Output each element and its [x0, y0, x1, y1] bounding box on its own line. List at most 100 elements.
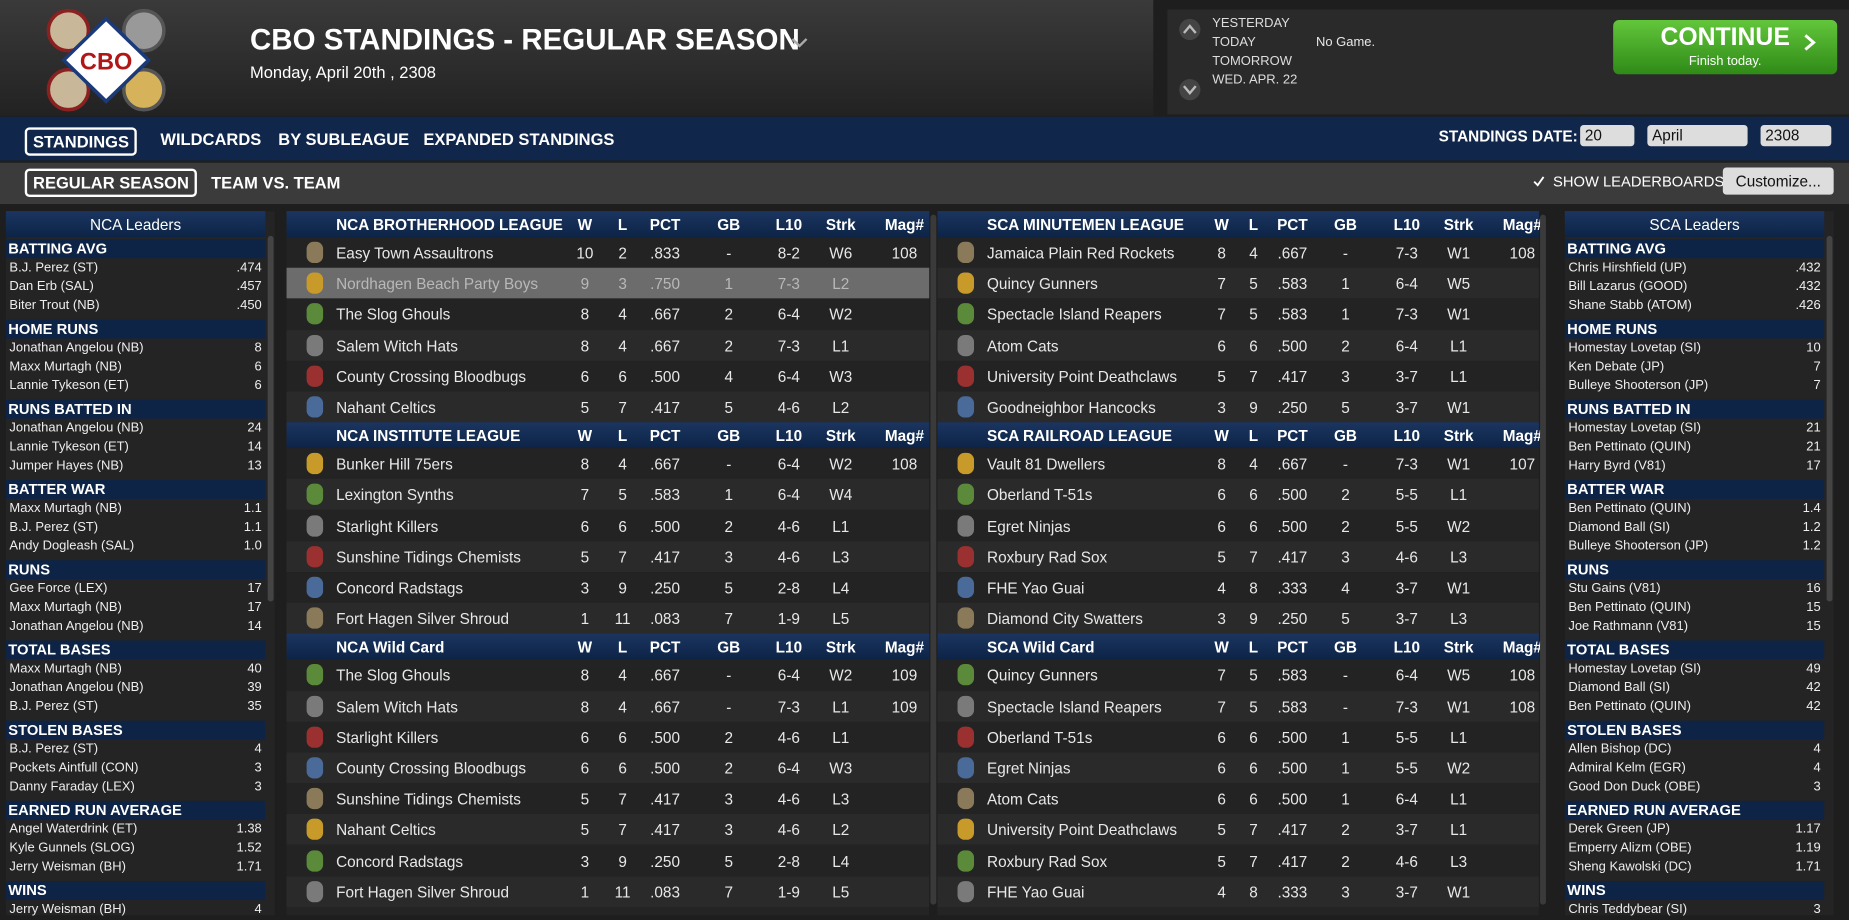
year-select[interactable]: 2308 — [1760, 125, 1832, 147]
team-name[interactable]: Diamond City Swatters — [986, 610, 1143, 628]
leader-name[interactable]: Ben Pettinato (QUIN) — [1568, 699, 1691, 714]
customize-button[interactable]: Customize... — [1722, 167, 1834, 195]
tab[interactable]: EXPANDED STANDINGS — [423, 129, 615, 149]
day-link[interactable]: TOMORROW — [1212, 54, 1292, 69]
leader-name[interactable]: Lannie Tykeson (ET) — [9, 378, 129, 393]
team-name[interactable]: Jamaica Plain Red Rockets — [986, 244, 1175, 262]
day-arrows[interactable] — [1177, 17, 1203, 107]
day-select[interactable]: 20 — [1580, 125, 1635, 147]
leader-name[interactable]: Jonathan Angelou (NB) — [9, 619, 144, 634]
team-row[interactable] — [937, 572, 1539, 603]
tab[interactable]: BY SUBLEAGUE — [278, 129, 410, 149]
team-name[interactable]: County Crossing Bloodbugs — [336, 759, 527, 778]
day-link[interactable]: TODAY — [1212, 35, 1256, 50]
tab[interactable]: WILDCARDS — [160, 129, 262, 149]
team-row[interactable] — [937, 845, 1539, 876]
team-name[interactable]: The Slog Ghouls — [336, 305, 451, 324]
leader-name[interactable]: Admiral Kelm (EGR) — [1568, 760, 1686, 775]
team-row[interactable] — [937, 298, 1539, 330]
dropdown-arrow[interactable] — [790, 35, 809, 49]
leader-name[interactable]: Biter Trout (NB) — [9, 298, 100, 313]
team-name[interactable]: Spectacle Island Reapers — [986, 305, 1162, 324]
team-row[interactable] — [286, 360, 930, 392]
team-row[interactable] — [286, 814, 930, 845]
leader-name[interactable]: Homestay Lovetap (SI) — [1568, 421, 1702, 436]
leader-name[interactable]: Jonathan Angelou (NB) — [9, 421, 144, 436]
team-row[interactable] — [286, 298, 930, 330]
team-name[interactable]: Nahant Celtics — [336, 398, 436, 417]
team-row[interactable] — [286, 329, 930, 361]
team-name[interactable]: Salem Witch Hats — [336, 336, 458, 355]
leader-name[interactable]: Maxx Murtagh (NB) — [9, 600, 122, 615]
leader-name[interactable]: Diamond Ball (SI) — [1568, 520, 1671, 535]
team-name[interactable]: Roxbury Rad Sox — [986, 852, 1108, 870]
month-select[interactable]: April — [1647, 125, 1748, 147]
team-row[interactable] — [286, 690, 930, 722]
team-name[interactable]: Easy Town Assaultrons — [336, 244, 494, 262]
team-name[interactable]: Goodneighbor Hancocks — [986, 398, 1156, 417]
leader-name[interactable]: Stu Gains (V81) — [1568, 581, 1661, 596]
team-row[interactable] — [937, 659, 1539, 691]
team-name[interactable]: Sunshine Tidings Chemists — [336, 548, 521, 566]
team-name[interactable]: County Crossing Bloodbugs — [336, 367, 527, 386]
leader-name[interactable]: Bulleye Shooterson (JP) — [1568, 378, 1709, 393]
team-row[interactable] — [937, 329, 1539, 361]
leader-name[interactable]: Chris Hirshfield (UP) — [1568, 260, 1687, 275]
leader-name[interactable]: Harry Byrd (V81) — [1568, 458, 1666, 473]
team-name[interactable]: Quincy Gunners — [986, 275, 1098, 293]
team-name[interactable]: Concord Radstags — [336, 579, 464, 597]
team-row[interactable] — [937, 360, 1539, 392]
team-row[interactable] — [286, 659, 930, 691]
subtab[interactable]: REGULAR SEASON — [24, 168, 198, 197]
team-row[interactable] — [286, 602, 930, 634]
leader-name[interactable]: B.J. Perez (ST) — [9, 520, 99, 535]
team-name[interactable]: Bunker Hill 75ers — [336, 455, 453, 474]
checkbox[interactable] — [1532, 175, 1546, 189]
team-row[interactable] — [286, 479, 930, 511]
leader-name[interactable]: Emperry Alizm (OBE) — [1568, 840, 1692, 856]
team-row[interactable] — [937, 752, 1539, 784]
day-link[interactable]: WED. APR. 22 — [1212, 73, 1298, 88]
leader-name[interactable]: B.J. Perez (ST) — [9, 699, 99, 714]
team-row[interactable] — [286, 783, 930, 815]
leader-name[interactable]: Joe Rathmann (V81) — [1568, 619, 1689, 634]
team-name[interactable]: Oberland T-51s — [986, 728, 1093, 747]
leader-name[interactable]: Derek Green (JP) — [1568, 822, 1671, 837]
leader-name[interactable]: Jonathan Angelou (NB) — [9, 340, 144, 356]
leader-name[interactable]: Allen Bishop (DC) — [1568, 741, 1672, 757]
team-name[interactable]: The Slog Ghouls — [336, 666, 451, 685]
team-name[interactable]: Starlight Killers — [336, 728, 439, 747]
team-row[interactable] — [286, 391, 930, 423]
team-row[interactable] — [937, 391, 1539, 423]
team-row[interactable] — [937, 267, 1539, 299]
leader-name[interactable]: Chris Teddybear (SI) — [1568, 902, 1688, 917]
leader-name[interactable]: Jonathan Angelou (NB) — [9, 680, 144, 695]
leader-name[interactable]: Homestay Lovetap (SI) — [1568, 661, 1702, 676]
leader-name[interactable]: Bulleye Shooterson (JP) — [1568, 539, 1709, 554]
team-row[interactable] — [286, 267, 930, 299]
leader-name[interactable]: Ben Pettinato (QUIN) — [1568, 501, 1691, 516]
team-row[interactable] — [286, 237, 930, 268]
leader-name[interactable]: Sheng Kawolski (DC) — [1568, 859, 1692, 875]
team-row[interactable] — [937, 602, 1539, 634]
leader-name[interactable]: Ben Pettinato (QUIN) — [1568, 439, 1691, 455]
subtab[interactable]: TEAM VS. TEAM — [211, 173, 341, 193]
leader-name[interactable]: B.J. Perez (ST) — [9, 741, 99, 757]
leader-name[interactable]: Jumper Hayes (NB) — [9, 458, 124, 473]
leader-name[interactable]: Diamond Ball (SI) — [1568, 680, 1671, 695]
leader-name[interactable]: Angel Waterdrink (ET) — [9, 822, 138, 837]
team-row[interactable] — [937, 783, 1539, 815]
team-name[interactable]: Quincy Gunners — [986, 666, 1098, 685]
team-row[interactable] — [286, 572, 930, 603]
team-row[interactable] — [937, 541, 1539, 572]
leader-name[interactable]: B.J. Perez (ST) — [9, 260, 99, 275]
team-name[interactable]: University Point Deathclaws — [986, 367, 1177, 386]
leader-name[interactable]: Jerry Weisman (BH) — [9, 859, 126, 875]
team-row[interactable] — [286, 448, 930, 480]
team-name[interactable]: Lexington Synths — [336, 486, 454, 505]
team-name[interactable]: Starlight Killers — [336, 517, 439, 536]
team-name[interactable]: Fort Hagen Silver Shroud — [336, 883, 510, 901]
team-row[interactable] — [286, 510, 930, 541]
leader-name[interactable]: Pockets Aintfull (CON) — [9, 760, 139, 775]
leader-name[interactable]: Lannie Tykeson (ET) — [9, 439, 129, 455]
